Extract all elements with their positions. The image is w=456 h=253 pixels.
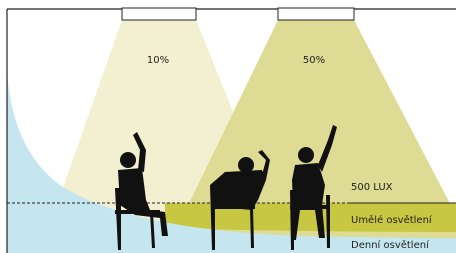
- zone-label: Denní osvětlení: [351, 239, 430, 251]
- child-head: [298, 147, 314, 163]
- lamp: [122, 8, 196, 20]
- lamp: [278, 8, 354, 20]
- zone-label: Umělé osvětlení: [351, 214, 433, 226]
- child-head: [120, 152, 136, 168]
- lamp-label: 10%: [147, 55, 169, 66]
- threshold-label: 500 LUX: [351, 182, 393, 193]
- lamp-label: 50%: [303, 55, 325, 66]
- page: {"lamps": [{"label": "10%"}, {"label": "…: [0, 0, 456, 253]
- illustration: 10% 50% 500 LUX Umělé osvětlení Denní os…: [0, 0, 456, 253]
